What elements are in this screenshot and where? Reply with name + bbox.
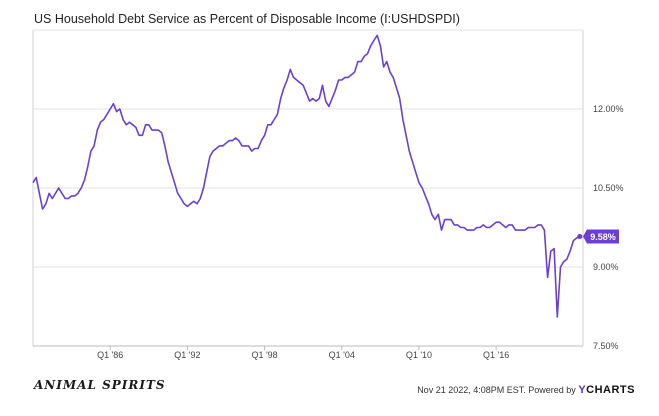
x-tick-label: Q1 '98: [251, 350, 277, 360]
last-value-badge: [583, 229, 619, 244]
y-tick-label: 9.00%: [593, 262, 619, 272]
ycharts-logo-text: CHARTS: [586, 384, 635, 396]
ycharts-logo[interactable]: YCHARTS: [578, 384, 635, 396]
y-tick-label: 10.50%: [593, 183, 624, 193]
powered-by-text: Powered by: [528, 385, 576, 395]
x-tick-label: Q1 '86: [97, 350, 123, 360]
ycharts-logo-y: Y: [578, 384, 587, 396]
y-tick-label: 7.50%: [593, 341, 619, 351]
last-value-marker: 9.58%: [577, 229, 619, 244]
last-value-dot: [577, 233, 583, 240]
brand-logo: ANIMAL SPIRITS: [34, 378, 166, 392]
last-value-label: 9.58%: [590, 232, 616, 242]
chart-title: US Household Debt Service as Percent of …: [34, 12, 460, 26]
x-tick-label: Q1 '92: [174, 350, 200, 360]
timestamp: Nov 21 2022, 4:08PM EST.: [417, 385, 526, 395]
footer-attribution: Nov 21 2022, 4:08PM EST. Powered by YCHA…: [417, 384, 635, 396]
x-tick-label: Q1 '04: [329, 350, 355, 360]
x-axis: Q1 '86 Q1 '92 Q1 '98 Q1 '04 Q1 '10 Q1 '16: [33, 345, 583, 360]
gridlines: [33, 29, 583, 347]
series-line[interactable]: [32, 34, 581, 318]
y-axis: 7.50% 9.00% 10.50% 12.00%: [32, 30, 624, 351]
y-tick-label: 12.00%: [593, 104, 624, 114]
x-tick-label: Q1 '16: [483, 350, 509, 360]
x-tick-label: Q1 '10: [406, 350, 432, 360]
